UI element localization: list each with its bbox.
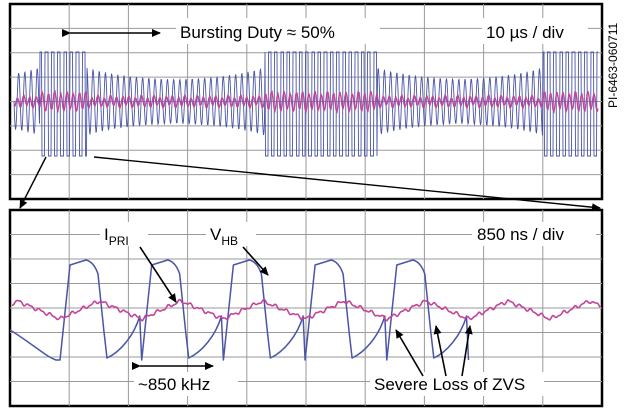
figure-id-label: PI-6463-060711 bbox=[606, 22, 620, 108]
zvs-label: Severe Loss of ZVS bbox=[374, 375, 525, 394]
bottom-ipri-trace bbox=[11, 298, 601, 322]
vhb-label: VHB bbox=[210, 225, 238, 248]
frequency-label: ~850 kHz bbox=[138, 375, 210, 394]
bottom-scope-panel: IPRI VHB 850 ns / div ~850 kHz Severe Lo… bbox=[8, 208, 604, 408]
ipri-arrow bbox=[139, 246, 177, 303]
bottom-traces bbox=[9, 259, 601, 361]
top-vhb-trace bbox=[13, 51, 598, 157]
top-ipri-trace bbox=[14, 89, 599, 115]
zvs-arrow-3 bbox=[461, 325, 473, 377]
ipri-label-base: I bbox=[104, 225, 109, 244]
vhb-label-sub: HB bbox=[221, 234, 238, 248]
top-scope-panel: Bursting Duty ≈ 50% 10 µs / div bbox=[8, 2, 604, 201]
vhb-arrow bbox=[242, 246, 269, 276]
ipri-label: IPRI bbox=[104, 225, 129, 248]
top-timebase-label: 10 µs / div bbox=[486, 23, 564, 42]
top-traces bbox=[13, 51, 599, 157]
bottom-vhb-trace bbox=[9, 259, 470, 361]
bottom-timebase-label-bg bbox=[472, 222, 596, 246]
ipri-label-sub: PRI bbox=[109, 234, 129, 248]
vhb-label-bg bbox=[206, 222, 256, 246]
frequency-label-bg bbox=[134, 372, 238, 396]
bottom-timebase-label: 850 ns / div bbox=[477, 225, 564, 244]
zoom-line-left bbox=[19, 156, 47, 209]
zoom-line-right bbox=[93, 156, 601, 212]
bursting-duty-label: Bursting Duty ≈ 50% bbox=[180, 23, 335, 42]
top-duty-label-bg bbox=[176, 18, 380, 44]
zvs-arrow-2 bbox=[433, 325, 447, 377]
top-timebase-label-bg bbox=[482, 18, 588, 44]
ipri-label-bg bbox=[100, 222, 148, 246]
vhb-label-base: V bbox=[210, 225, 222, 244]
zvs-label-bg bbox=[370, 372, 544, 396]
zvs-arrow-1 bbox=[395, 329, 424, 377]
